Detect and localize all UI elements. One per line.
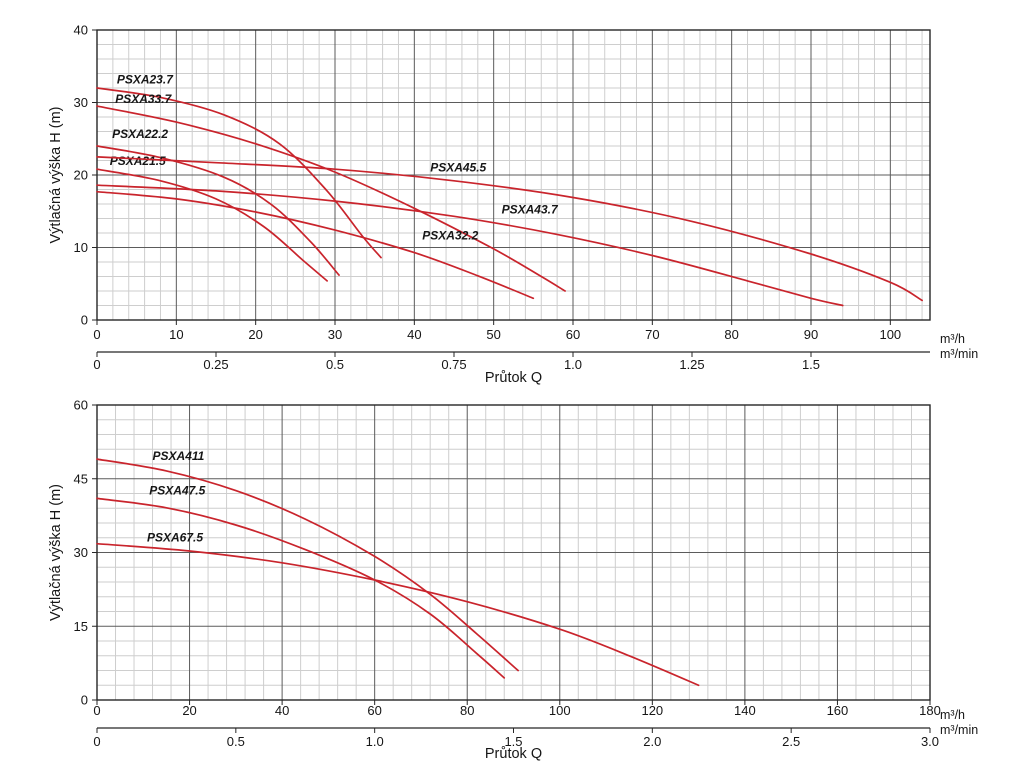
curve-label-PSXA33.7: PSXA33.7 xyxy=(115,92,172,106)
x-tick-label: 70 xyxy=(645,327,659,342)
x-tick-label: 100 xyxy=(879,327,901,342)
y-tick-label: 30 xyxy=(74,95,88,110)
y-tick-label: 0 xyxy=(81,693,88,708)
x-axis-title: Průtok Q xyxy=(485,370,542,386)
x-tick-label: 60 xyxy=(367,703,381,718)
secondary-tick-label: 1.25 xyxy=(679,357,704,372)
x-tick-label: 60 xyxy=(566,327,580,342)
secondary-tick-label: 2.5 xyxy=(782,734,800,749)
curve-PSXA21.5 xyxy=(96,168,328,282)
secondary-tick-label: 0.25 xyxy=(203,357,228,372)
y-tick-label: 10 xyxy=(74,240,88,255)
y-tick-label: 15 xyxy=(74,619,88,634)
y-axis-title: Výtlačná výška H (m) xyxy=(48,107,64,244)
secondary-tick-label: 0.5 xyxy=(326,357,344,372)
curve-PSXA45.5 xyxy=(96,156,923,302)
x-tick-label: 160 xyxy=(827,703,849,718)
unit-primary-label: m³/h xyxy=(940,708,965,722)
x-tick-label: 90 xyxy=(804,327,818,342)
curve-label-PSXA23.7: PSXA23.7 xyxy=(117,73,174,87)
secondary-tick-label: 1.0 xyxy=(564,357,582,372)
curve-label-PSXA45.5: PSXA45.5 xyxy=(430,160,486,174)
x-tick-label: 20 xyxy=(182,703,196,718)
curve-PSXA43.7 xyxy=(96,184,844,307)
unit-primary-label: m³/h xyxy=(940,332,965,346)
chart-top: 0 10 20 30 40 50 60 70 80 90 100 0 10 20 30 40 0 0.25 0.5 0… xyxy=(48,23,978,387)
x-tick-label: 30 xyxy=(328,327,342,342)
curve-PSXA32.2 xyxy=(96,190,535,300)
x-tick-label: 0 xyxy=(93,703,100,718)
x-tick-label: 40 xyxy=(407,327,421,342)
secondary-tick-label: 1.0 xyxy=(366,734,384,749)
secondary-tick-label: 2.0 xyxy=(643,734,661,749)
y-tick-label: 0 xyxy=(81,313,88,328)
x-tick-label: 120 xyxy=(641,703,663,718)
x-tick-label: 100 xyxy=(549,703,571,718)
y-tick-label: 30 xyxy=(74,545,88,560)
x-tick-label: 80 xyxy=(724,327,738,342)
secondary-tick-label: 1.5 xyxy=(504,734,522,749)
curve-PSXA22.2 xyxy=(96,145,340,276)
curve-PSXA23.7 xyxy=(96,87,382,259)
secondary-tick-label: 0.75 xyxy=(441,357,466,372)
curve-label-PSXA32.2: PSXA32.2 xyxy=(422,229,478,243)
curve-label-PSXA67.5: PSXA67.5 xyxy=(147,531,203,545)
curve-PSXA67.5 xyxy=(96,542,700,687)
curve-label-PSXA47.5: PSXA47.5 xyxy=(149,483,205,497)
chart-bottom: 0 20 40 60 80 100 120 140 160 180 0 15 30 45 60 0 0.5 1.0… xyxy=(48,398,978,763)
unit-secondary-label: m³/min xyxy=(940,723,978,737)
curve-label-PSXA43.7: PSXA43.7 xyxy=(502,202,559,216)
y-tick-label: 60 xyxy=(74,398,88,413)
curve-PSXA47.5 xyxy=(96,497,506,679)
y-tick-label: 40 xyxy=(74,23,88,38)
curve-label-PSXA411: PSXA411 xyxy=(153,449,205,463)
curve-label-PSXA22.2: PSXA22.2 xyxy=(112,127,168,141)
y-tick-label: 45 xyxy=(74,471,88,486)
x-tick-label: 20 xyxy=(248,327,262,342)
x-tick-label: 180 xyxy=(919,703,941,718)
x-tick-label: 0 xyxy=(93,327,100,342)
x-tick-label: 40 xyxy=(275,703,289,718)
x-tick-label: 10 xyxy=(169,327,183,342)
curve-label-PSXA21.5: PSXA21.5 xyxy=(110,154,166,168)
secondary-tick-label: 0 xyxy=(93,734,100,749)
y-tick-label: 20 xyxy=(74,168,88,183)
secondary-tick-label: 1.5 xyxy=(802,357,820,372)
secondary-tick-label: 0 xyxy=(93,357,100,372)
x-tick-label: 80 xyxy=(460,703,474,718)
curve-PSXA411 xyxy=(96,458,519,672)
secondary-tick-label: 3.0 xyxy=(921,734,939,749)
x-tick-label: 140 xyxy=(734,703,756,718)
unit-secondary-label: m³/min xyxy=(940,347,978,361)
x-tick-label: 50 xyxy=(486,327,500,342)
x-axis-title: Průtok Q xyxy=(485,746,542,762)
secondary-tick-label: 0.5 xyxy=(227,734,245,749)
y-axis-title: Výtlačná výška H (m) xyxy=(48,484,64,621)
curve-PSXA33.7 xyxy=(96,105,566,292)
